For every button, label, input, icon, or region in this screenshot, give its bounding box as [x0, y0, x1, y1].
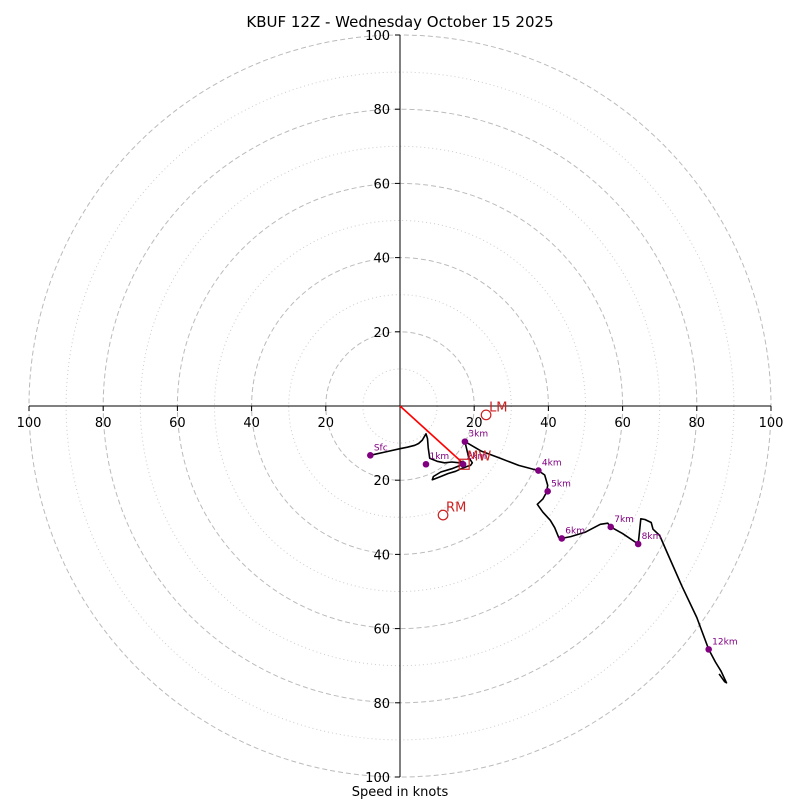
- height-marker-6km: [558, 535, 566, 542]
- y-tick-label-down-40: 40: [373, 548, 390, 563]
- x-tick-label-left-60: 60: [169, 416, 186, 431]
- chart-title: KBUF 12Z - Wednesday October 15 2025: [246, 13, 553, 31]
- height-marker-2km: [459, 460, 467, 468]
- x-tick-label-left-80: 80: [95, 416, 112, 431]
- y-tick-label-down-20: 20: [373, 474, 390, 489]
- height-marker-label-1km: 1km: [429, 452, 449, 462]
- y-tick-label-up-80: 80: [373, 103, 390, 118]
- y-tick-label-down-60: 60: [373, 623, 390, 638]
- x-tick-label-right-100: 100: [759, 416, 784, 431]
- height-marker-sfc: [367, 452, 374, 459]
- storm-motion-markers: LM MW RM: [437, 400, 508, 521]
- height-marker-label-6km: 6km: [565, 526, 585, 536]
- y-tick-label-up-20: 20: [373, 326, 390, 341]
- height-marker-12km: [705, 646, 712, 653]
- x-tick-label-right-60: 60: [614, 416, 631, 431]
- x-tick-label-left-20: 20: [318, 416, 335, 431]
- height-marker-label-5km: 5km: [551, 479, 571, 489]
- x-tick-label-left-40: 40: [243, 416, 260, 431]
- x-tick-label-right-80: 80: [689, 416, 706, 431]
- height-marker-8km: [634, 540, 642, 548]
- axis-ticks: [28, 34, 772, 778]
- storm-motion-label-lm: LM: [489, 400, 507, 415]
- height-marker-5km: [544, 488, 551, 495]
- height-markers: Sfc 1km 2km 3km 4km 5km 6km 7km 8km 12km: [367, 430, 738, 653]
- y-tick-label-down-80: 80: [373, 697, 390, 712]
- y-tick-label-up-100: 100: [365, 29, 390, 44]
- height-marker-label-sfc: Sfc: [374, 443, 388, 453]
- storm-motion-marker-mw: [458, 458, 470, 470]
- height-marker-7km: [607, 523, 615, 531]
- height-marker-4km: [535, 467, 542, 474]
- height-marker-label-4km: 4km: [542, 459, 562, 469]
- y-tick-label-down-100: 100: [365, 771, 390, 786]
- x-axis-label: Speed in knots: [352, 785, 449, 800]
- height-marker-label-7km: 7km: [614, 515, 634, 525]
- storm-motion-label-mw: MW: [467, 450, 491, 465]
- height-marker-3km: [461, 438, 469, 445]
- axis-tick-labels: 20 20 20 20 40 40 40 40 60 60 60 60 80 80 80 80 100 100 10…: [17, 29, 784, 786]
- storm-motion-marker-rm: [437, 509, 449, 521]
- x-tick-label-right-20: 20: [466, 416, 483, 431]
- shear-vector-line: [399, 405, 465, 465]
- x-tick-label-left-100: 100: [17, 416, 42, 431]
- height-marker-1km: [422, 460, 430, 468]
- x-tick-label-right-40: 40: [540, 416, 557, 431]
- storm-motion-label-rm: RM: [446, 501, 466, 516]
- storm-motion-marker-lm: [480, 409, 492, 421]
- height-marker-label-3km: 3km: [468, 430, 488, 440]
- hodograph-trace: [370, 433, 728, 684]
- height-marker-label-8km: 8km: [642, 532, 662, 542]
- y-tick-label-up-60: 60: [373, 177, 390, 192]
- y-tick-label-up-40: 40: [373, 252, 390, 267]
- height-marker-label-12km: 12km: [712, 637, 737, 647]
- height-marker-label-2km: 2km: [467, 452, 487, 462]
